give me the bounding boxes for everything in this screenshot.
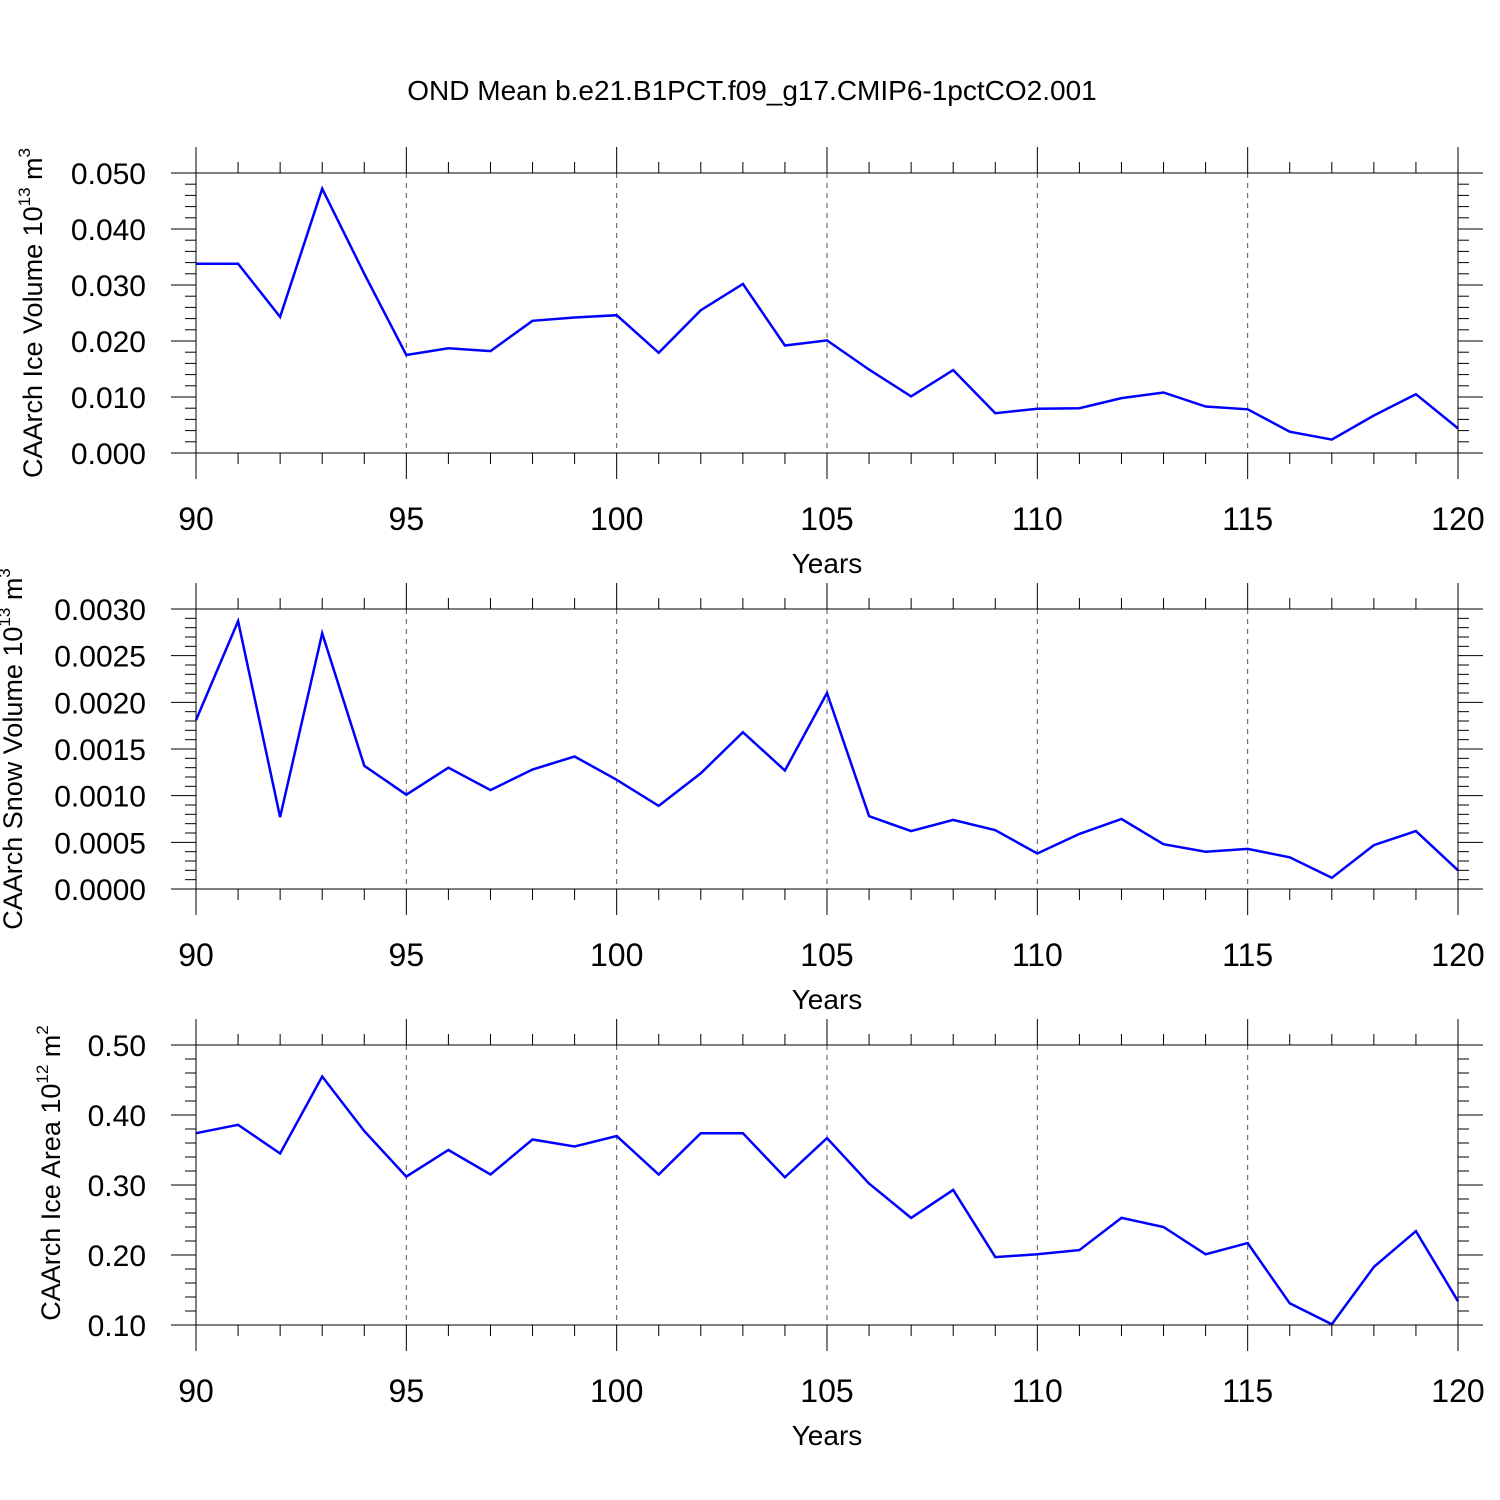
y-tick-label: 0.0030 xyxy=(54,594,146,627)
x-axis-label: Years xyxy=(792,1420,863,1451)
panel-ice-area: 0.10 0.20 0.30 0.40 0.50 90 95 100 105 110 115 120… xyxy=(33,1019,1485,1451)
x-tick-label: 105 xyxy=(800,937,853,973)
axis-ticks xyxy=(171,583,1483,915)
x-tick-labels: 90 95 100 105 110 115 120 xyxy=(178,501,1484,537)
axis-ticks xyxy=(171,1019,1483,1351)
x-tick-label: 105 xyxy=(800,501,853,537)
x-gridlines xyxy=(405,1045,1249,1325)
x-axis-label: Years xyxy=(792,984,863,1015)
x-tick-label: 90 xyxy=(178,501,214,537)
y-tick-label: 0.0005 xyxy=(54,827,146,860)
figure-title: OND Mean b.e21.B1PCT.f09_g17.CMIP6-1pctC… xyxy=(407,75,1096,106)
y-tick-label: 0.0015 xyxy=(54,734,146,767)
x-tick-label: 120 xyxy=(1431,501,1484,537)
plot-frame xyxy=(195,172,1459,454)
y-tick-label: 0.30 xyxy=(88,1170,146,1203)
x-tick-label: 100 xyxy=(590,937,643,973)
y-tick-label: 0.020 xyxy=(71,326,146,359)
x-tick-label: 115 xyxy=(1222,937,1273,973)
y-tick-label: 0.0000 xyxy=(54,874,146,907)
x-tick-label: 115 xyxy=(1222,501,1273,537)
y-axis-label: CAArch Ice Area 1012 m2 xyxy=(33,1025,66,1321)
series-line-snow-volume xyxy=(194,616,1459,880)
y-tick-labels: 0.10 0.20 0.30 0.40 0.50 xyxy=(88,1030,146,1343)
series-line-ice-area xyxy=(195,1074,1460,1326)
x-tick-label: 110 xyxy=(1012,1373,1063,1409)
y-tick-label: 0.50 xyxy=(88,1030,146,1063)
panel-snow-volume: 0.0000 0.0005 0.0010 0.0015 0.0020 0.0025 0.00… xyxy=(0,568,1485,1015)
x-gridlines xyxy=(405,173,1249,453)
x-tick-label: 110 xyxy=(1012,937,1063,973)
y-tick-label: 0.0025 xyxy=(54,641,146,674)
y-axis-label: CAArch Ice Volume 1013 m3 xyxy=(15,148,48,478)
x-tick-label: 95 xyxy=(389,1373,425,1409)
y-tick-labels: 0.000 0.010 0.020 0.030 0.040 0.050 xyxy=(71,158,146,471)
x-tick-labels: 90 95 100 105 110 115 120 xyxy=(178,937,1484,973)
y-tick-label: 0.040 xyxy=(71,214,146,247)
y-tick-label: 0.20 xyxy=(88,1240,146,1273)
x-tick-label: 100 xyxy=(590,501,643,537)
x-tick-label: 120 xyxy=(1431,937,1484,973)
x-tick-label: 105 xyxy=(800,1373,853,1409)
x-tick-label: 90 xyxy=(178,937,214,973)
x-gridlines xyxy=(405,609,1249,889)
series-line-ice-volume xyxy=(196,185,1459,441)
y-tick-label: 0.10 xyxy=(88,1310,146,1343)
y-tick-label: 0.010 xyxy=(71,382,146,415)
axis-ticks xyxy=(171,147,1483,479)
x-tick-label: 120 xyxy=(1431,1373,1484,1409)
plot-frame xyxy=(195,1044,1459,1326)
y-tick-label: 0.050 xyxy=(71,158,146,191)
plot-frame xyxy=(195,608,1459,890)
y-tick-labels: 0.0000 0.0005 0.0010 0.0015 0.0020 0.0025 0.00… xyxy=(54,594,146,907)
y-tick-label: 0.40 xyxy=(88,1100,146,1133)
y-tick-label: 0.000 xyxy=(71,438,146,471)
x-tick-label: 95 xyxy=(389,937,425,973)
y-axis-label: CAArch Snow Volume 1013 m3 xyxy=(0,568,28,930)
panel-ice-volume: 0.000 0.010 0.020 0.030 0.040 0.050 90 95 100 10… xyxy=(15,147,1485,579)
x-tick-label: 90 xyxy=(178,1373,214,1409)
x-tick-labels: 90 95 100 105 110 115 120 xyxy=(178,1373,1484,1409)
y-tick-label: 0.0020 xyxy=(54,687,146,720)
x-tick-label: 115 xyxy=(1222,1373,1273,1409)
x-tick-label: 110 xyxy=(1012,501,1063,537)
y-tick-label: 0.030 xyxy=(71,270,146,303)
x-tick-label: 100 xyxy=(590,1373,643,1409)
x-axis-label: Years xyxy=(792,548,863,579)
y-tick-label: 0.0010 xyxy=(54,781,146,814)
x-tick-label: 95 xyxy=(389,501,425,537)
